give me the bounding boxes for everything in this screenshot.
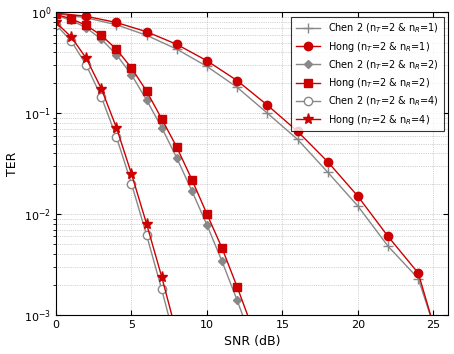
Hong (n$_T$=2 & n$_R$=1) [84, 14, 89, 18]
Chen 2 (n$_T$=2 & n$_R$=1) [355, 204, 360, 208]
Hong (n$_T$=2 & n$_R$=2) [53, 12, 59, 17]
Line: Chen 2 (n$_T$=2 & n$_R$=2): Chen 2 (n$_T$=2 & n$_R$=2) [53, 12, 285, 354]
Chen 2 (n$_T$=2 & n$_R$=1) [415, 276, 421, 281]
Chen 2 (n$_T$=2 & n$_R$=4) [99, 95, 104, 99]
Hong (n$_T$=2 & n$_R$=2) [84, 23, 89, 28]
Hong (n$_T$=2 & n$_R$=1) [295, 129, 300, 133]
Hong (n$_T$=2 & n$_R$=4) [84, 56, 89, 60]
Chen 2 (n$_T$=2 & n$_R$=4) [84, 63, 89, 67]
Chen 2 (n$_T$=2 & n$_R$=2) [234, 298, 240, 302]
Chen 2 (n$_T$=2 & n$_R$=2) [53, 13, 59, 17]
Chen 2 (n$_T$=2 & n$_R$=1) [144, 33, 149, 38]
Hong (n$_T$=2 & n$_R$=4) [129, 172, 134, 176]
Hong (n$_T$=2 & n$_R$=2) [174, 145, 179, 149]
Chen 2 (n$_T$=2 & n$_R$=1) [53, 11, 59, 16]
Chen 2 (n$_T$=2 & n$_R$=1) [385, 244, 391, 249]
Hong (n$_T$=2 & n$_R$=4) [99, 86, 104, 91]
Hong (n$_T$=2 & n$_R$=1) [204, 59, 210, 63]
Chen 2 (n$_T$=2 & n$_R$=1) [325, 170, 331, 174]
Chen 2 (n$_T$=2 & n$_R$=4) [114, 135, 119, 139]
Hong (n$_T$=2 & n$_R$=1) [144, 30, 149, 34]
Chen 2 (n$_T$=2 & n$_R$=4) [69, 39, 74, 43]
Hong (n$_T$=2 & n$_R$=2) [144, 89, 149, 93]
Hong (n$_T$=2 & n$_R$=4) [69, 35, 74, 39]
Hong (n$_T$=2 & n$_R$=2) [129, 66, 134, 70]
Chen 2 (n$_T$=2 & n$_R$=1) [84, 16, 89, 20]
Line: Hong (n$_T$=2 & n$_R$=1): Hong (n$_T$=2 & n$_R$=1) [52, 9, 453, 354]
Hong (n$_T$=2 & n$_R$=1) [174, 42, 179, 46]
Chen 2 (n$_T$=2 & n$_R$=2) [159, 125, 164, 130]
Hong (n$_T$=2 & n$_R$=1) [355, 194, 360, 198]
Chen 2 (n$_T$=2 & n$_R$=2) [129, 73, 134, 77]
Hong (n$_T$=2 & n$_R$=2) [159, 116, 164, 121]
Hong (n$_T$=2 & n$_R$=4) [144, 222, 149, 226]
Chen 2 (n$_T$=2 & n$_R$=2) [114, 52, 119, 57]
Chen 2 (n$_T$=2 & n$_R$=4) [144, 233, 149, 237]
Hong (n$_T$=2 & n$_R$=1) [234, 79, 240, 83]
Chen 2 (n$_T$=2 & n$_R$=2) [219, 259, 225, 263]
Chen 2 (n$_T$=2 & n$_R$=2) [174, 156, 179, 160]
Chen 2 (n$_T$=2 & n$_R$=2) [99, 37, 104, 41]
Hong (n$_T$=2 & n$_R$=4) [53, 21, 59, 25]
Hong (n$_T$=2 & n$_R$=4) [159, 274, 164, 279]
Chen 2 (n$_T$=2 & n$_R$=4) [129, 182, 134, 186]
Chen 2 (n$_T$=2 & n$_R$=2) [84, 26, 89, 30]
Chen 2 (n$_T$=2 & n$_R$=4) [159, 287, 164, 291]
Hong (n$_T$=2 & n$_R$=1) [265, 103, 270, 107]
Hong (n$_T$=2 & n$_R$=1) [415, 271, 421, 275]
Chen 2 (n$_T$=2 & n$_R$=1) [204, 64, 210, 69]
Line: Chen 2 (n$_T$=2 & n$_R$=1): Chen 2 (n$_T$=2 & n$_R$=1) [51, 8, 453, 354]
Y-axis label: TER: TER [5, 152, 19, 176]
Hong (n$_T$=2 & n$_R$=2) [69, 17, 74, 21]
Chen 2 (n$_T$=2 & n$_R$=1) [295, 137, 300, 142]
Hong (n$_T$=2 & n$_R$=1) [325, 160, 331, 164]
Hong (n$_T$=2 & n$_R$=4) [174, 332, 179, 336]
X-axis label: SNR (dB): SNR (dB) [224, 336, 281, 348]
Chen 2 (n$_T$=2 & n$_R$=1) [174, 47, 179, 51]
Hong (n$_T$=2 & n$_R$=1) [53, 11, 59, 15]
Hong (n$_T$=2 & n$_R$=2) [189, 177, 195, 182]
Hong (n$_T$=2 & n$_R$=2) [114, 47, 119, 51]
Chen 2 (n$_T$=2 & n$_R$=1) [265, 111, 270, 115]
Legend: Chen 2 (n$_T$=2 & n$_R$=1), Hong (n$_T$=2 & n$_R$=1), Chen 2 (n$_T$=2 & n$_R$=2): Chen 2 (n$_T$=2 & n$_R$=1), Hong (n$_T$=… [291, 17, 444, 131]
Hong (n$_T$=2 & n$_R$=1) [385, 234, 391, 239]
Chen 2 (n$_T$=2 & n$_R$=4) [174, 345, 179, 349]
Chen 2 (n$_T$=2 & n$_R$=4) [53, 23, 59, 27]
Hong (n$_T$=2 & n$_R$=1) [114, 21, 119, 25]
Hong (n$_T$=2 & n$_R$=2) [234, 285, 240, 289]
Chen 2 (n$_T$=2 & n$_R$=2) [250, 339, 255, 343]
Line: Hong (n$_T$=2 & n$_R$=4): Hong (n$_T$=2 & n$_R$=4) [50, 17, 183, 339]
Chen 2 (n$_T$=2 & n$_R$=1) [234, 85, 240, 90]
Chen 2 (n$_T$=2 & n$_R$=2) [69, 18, 74, 22]
Hong (n$_T$=2 & n$_R$=2) [250, 326, 255, 330]
Line: Chen 2 (n$_T$=2 & n$_R$=4): Chen 2 (n$_T$=2 & n$_R$=4) [52, 21, 181, 352]
Chen 2 (n$_T$=2 & n$_R$=2) [189, 189, 195, 193]
Hong (n$_T$=2 & n$_R$=2) [219, 246, 225, 250]
Chen 2 (n$_T$=2 & n$_R$=2) [204, 223, 210, 227]
Hong (n$_T$=2 & n$_R$=4) [114, 125, 119, 130]
Line: Hong (n$_T$=2 & n$_R$=2): Hong (n$_T$=2 & n$_R$=2) [52, 10, 286, 354]
Hong (n$_T$=2 & n$_R$=2) [99, 33, 104, 38]
Chen 2 (n$_T$=2 & n$_R$=1) [114, 23, 119, 27]
Hong (n$_T$=2 & n$_R$=2) [204, 212, 210, 216]
Chen 2 (n$_T$=2 & n$_R$=2) [144, 98, 149, 102]
